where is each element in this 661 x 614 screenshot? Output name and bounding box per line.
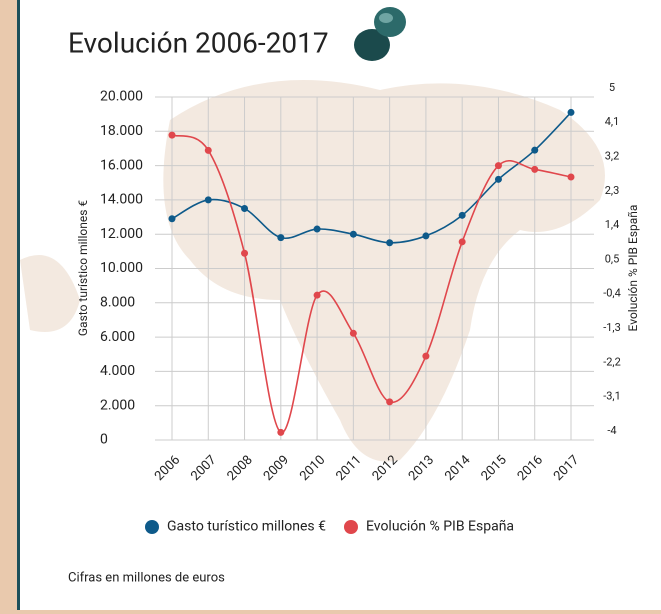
card <box>17 0 661 610</box>
data-point <box>277 234 285 242</box>
data-point <box>422 352 430 360</box>
y2-tick-label: -2,2 <box>603 355 621 368</box>
data-point <box>494 175 502 183</box>
data-point <box>313 225 321 233</box>
legend-marker <box>145 520 159 534</box>
data-point <box>277 428 285 436</box>
y2-tick-label: 1,4 <box>605 218 620 231</box>
pushpin <box>354 7 406 61</box>
y-tick-label: 18.000 <box>100 123 143 139</box>
data-point <box>494 162 502 170</box>
data-point <box>422 232 430 240</box>
y2-tick-label: -0,4 <box>603 287 621 300</box>
y2-tick-label: 2,3 <box>605 184 620 197</box>
map-background <box>20 80 606 462</box>
y-axis-title: Gasto turístico millones € <box>76 200 90 337</box>
y2-tick-label: -3,1 <box>603 390 621 403</box>
data-point <box>349 230 357 238</box>
y2-tick-label: 0,5 <box>605 252 620 265</box>
data-point <box>567 108 575 116</box>
data-point <box>204 146 212 154</box>
data-point <box>168 131 176 139</box>
y-tick-label: 16.000 <box>100 157 143 173</box>
y2-tick-label: -4 <box>607 424 616 437</box>
data-point <box>241 204 249 212</box>
data-point <box>531 146 539 154</box>
y2-tick-label: 3,2 <box>605 150 620 163</box>
data-point <box>458 211 466 219</box>
y2-tick-label: 5 <box>609 81 615 94</box>
data-point <box>567 173 575 181</box>
y-tick-label: 4.000 <box>100 363 135 379</box>
y-tick-label: 6.000 <box>100 329 135 345</box>
data-point <box>168 215 176 223</box>
data-point <box>458 238 466 246</box>
legend-marker <box>343 520 358 534</box>
data-point <box>313 291 321 299</box>
legend-label: Evolución % PIB España <box>366 519 514 535</box>
y2-tick-label: 4,1 <box>605 115 620 128</box>
y-tick-label: 10.000 <box>100 260 143 276</box>
legend-label: Gasto turístico millones € <box>167 519 326 535</box>
chart-title: Evolución 2006-2017 <box>68 26 329 59</box>
y-tick-label: 12.000 <box>100 226 143 242</box>
data-point <box>386 239 394 247</box>
y-tick-label: 8.000 <box>100 295 135 311</box>
card-border <box>17 0 20 610</box>
data-point <box>386 398 394 406</box>
y-tick-label: 20.000 <box>100 89 143 105</box>
y-tick-label: 14.000 <box>100 192 143 208</box>
data-point <box>349 329 357 337</box>
data-point <box>531 165 539 173</box>
y-tick-label: 2.000 <box>100 397 135 413</box>
y2-axis-title: Evolución % PIB España <box>626 205 640 332</box>
data-point <box>241 249 249 257</box>
caption: Cifras en millones de euros <box>68 570 225 585</box>
y-tick-label: 0 <box>100 432 108 448</box>
y2-tick-label: -1,3 <box>603 321 621 334</box>
data-point <box>204 196 212 204</box>
